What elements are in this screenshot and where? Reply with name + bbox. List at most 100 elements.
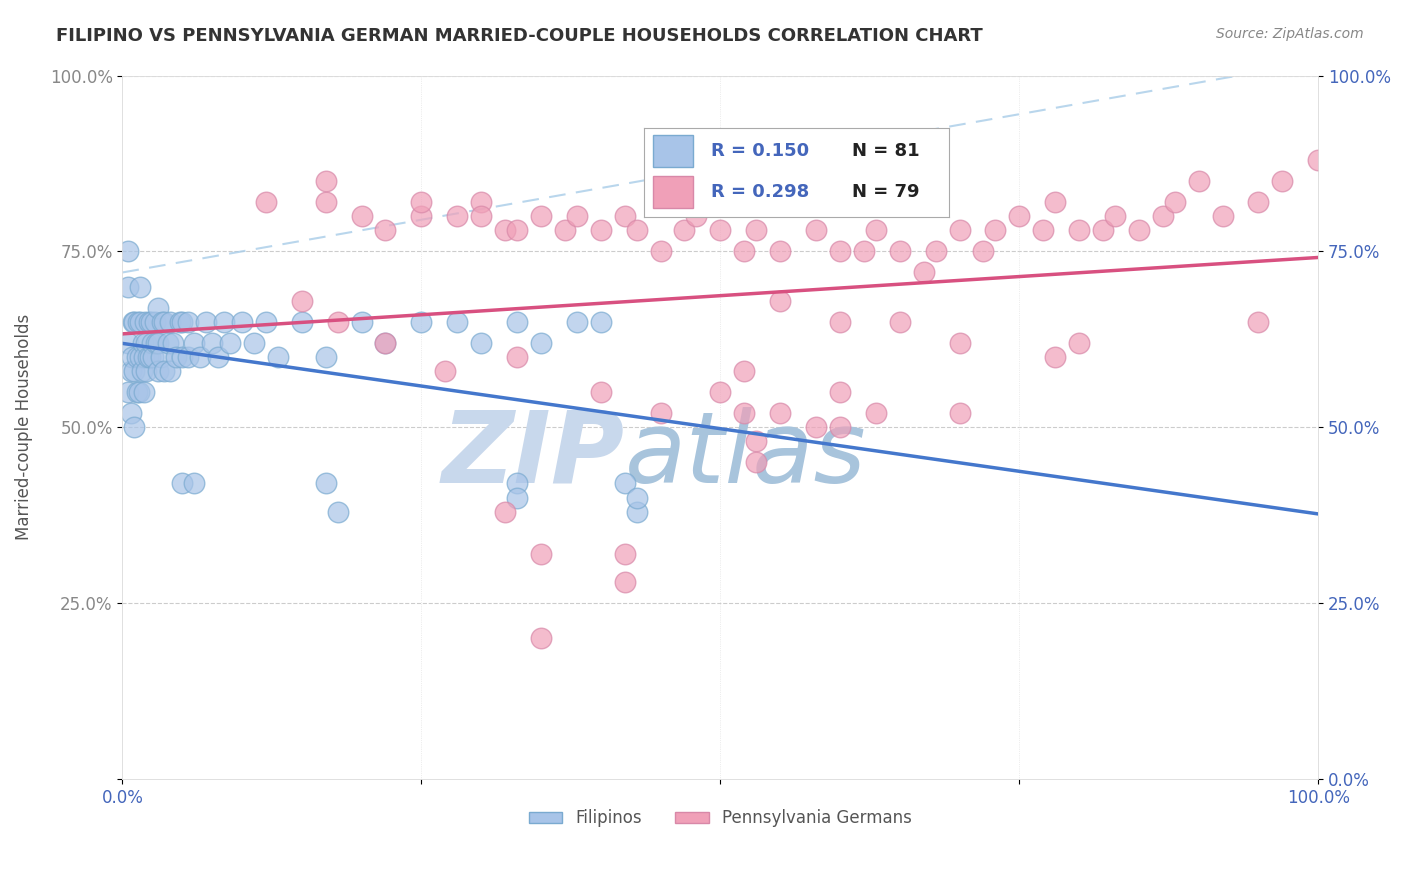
Point xyxy=(411,209,433,223)
Point xyxy=(149,350,172,364)
Point xyxy=(172,315,194,329)
Point xyxy=(494,505,516,519)
Point xyxy=(1128,223,1150,237)
Point xyxy=(254,315,277,329)
Point xyxy=(673,223,696,237)
Point xyxy=(145,335,167,350)
Point xyxy=(231,315,253,329)
Point xyxy=(243,335,266,350)
Point xyxy=(374,335,396,350)
Point xyxy=(411,315,433,329)
Point xyxy=(1067,335,1090,350)
Text: N = 81: N = 81 xyxy=(852,142,920,160)
Point xyxy=(685,209,707,223)
Point xyxy=(201,335,224,350)
Point xyxy=(852,244,875,259)
Point xyxy=(889,244,911,259)
Point xyxy=(972,244,994,259)
Point xyxy=(506,476,529,491)
Point xyxy=(153,315,176,329)
Point xyxy=(1152,209,1174,223)
Point xyxy=(613,574,636,589)
Point xyxy=(117,279,139,293)
Point xyxy=(506,223,529,237)
Point xyxy=(411,195,433,210)
Point xyxy=(141,335,163,350)
Point xyxy=(132,350,155,364)
Point xyxy=(124,315,146,329)
Point xyxy=(745,455,768,469)
Point xyxy=(984,223,1007,237)
Point xyxy=(143,315,166,329)
Point xyxy=(650,406,672,420)
Point xyxy=(745,434,768,449)
Text: Source: ZipAtlas.com: Source: ZipAtlas.com xyxy=(1216,27,1364,41)
Point xyxy=(589,385,612,400)
Point xyxy=(769,244,792,259)
Point xyxy=(626,505,648,519)
Point xyxy=(128,385,150,400)
Text: N = 79: N = 79 xyxy=(852,183,920,201)
Point xyxy=(506,350,529,364)
Point xyxy=(948,223,970,237)
Point xyxy=(315,174,337,188)
Point xyxy=(912,265,935,279)
Point xyxy=(183,476,205,491)
Point xyxy=(506,315,529,329)
Point xyxy=(117,244,139,259)
Point xyxy=(350,209,373,223)
Point xyxy=(165,350,187,364)
Point xyxy=(506,491,529,505)
Point xyxy=(828,244,851,259)
Point xyxy=(924,244,946,259)
Point xyxy=(172,350,194,364)
Point xyxy=(613,547,636,561)
Point xyxy=(207,350,229,364)
Point xyxy=(254,195,277,210)
Point xyxy=(121,350,143,364)
Point xyxy=(1212,209,1234,223)
Point xyxy=(124,364,146,378)
Point xyxy=(162,335,184,350)
Point xyxy=(804,420,827,434)
Point xyxy=(589,315,612,329)
Point xyxy=(159,315,181,329)
Text: ZIP: ZIP xyxy=(441,407,624,504)
Point xyxy=(769,406,792,420)
Point xyxy=(177,315,200,329)
Point xyxy=(131,364,153,378)
Point xyxy=(733,244,755,259)
Point xyxy=(1092,223,1115,237)
Point xyxy=(183,335,205,350)
Point xyxy=(188,350,211,364)
Point xyxy=(315,350,337,364)
Point xyxy=(865,223,887,237)
Point xyxy=(1104,209,1126,223)
Point xyxy=(129,350,152,364)
Point xyxy=(530,547,553,561)
Point xyxy=(709,385,731,400)
Point xyxy=(1043,195,1066,210)
Point xyxy=(565,209,588,223)
Point xyxy=(374,335,396,350)
Text: FILIPINO VS PENNSYLVANIA GERMAN MARRIED-COUPLE HOUSEHOLDS CORRELATION CHART: FILIPINO VS PENNSYLVANIA GERMAN MARRIED-… xyxy=(56,27,983,45)
Point xyxy=(132,385,155,400)
Point xyxy=(117,385,139,400)
Point xyxy=(626,491,648,505)
Point xyxy=(142,350,165,364)
Point xyxy=(150,315,173,329)
Point xyxy=(828,385,851,400)
Point xyxy=(470,209,492,223)
Point xyxy=(589,223,612,237)
Point xyxy=(129,315,152,329)
Point xyxy=(650,244,672,259)
Point xyxy=(120,364,142,378)
Point xyxy=(148,364,170,378)
Point xyxy=(470,195,492,210)
Point xyxy=(139,315,162,329)
Point xyxy=(1164,195,1187,210)
Point xyxy=(127,315,149,329)
Point xyxy=(1247,195,1270,210)
Point xyxy=(326,315,349,329)
FancyBboxPatch shape xyxy=(654,135,693,167)
